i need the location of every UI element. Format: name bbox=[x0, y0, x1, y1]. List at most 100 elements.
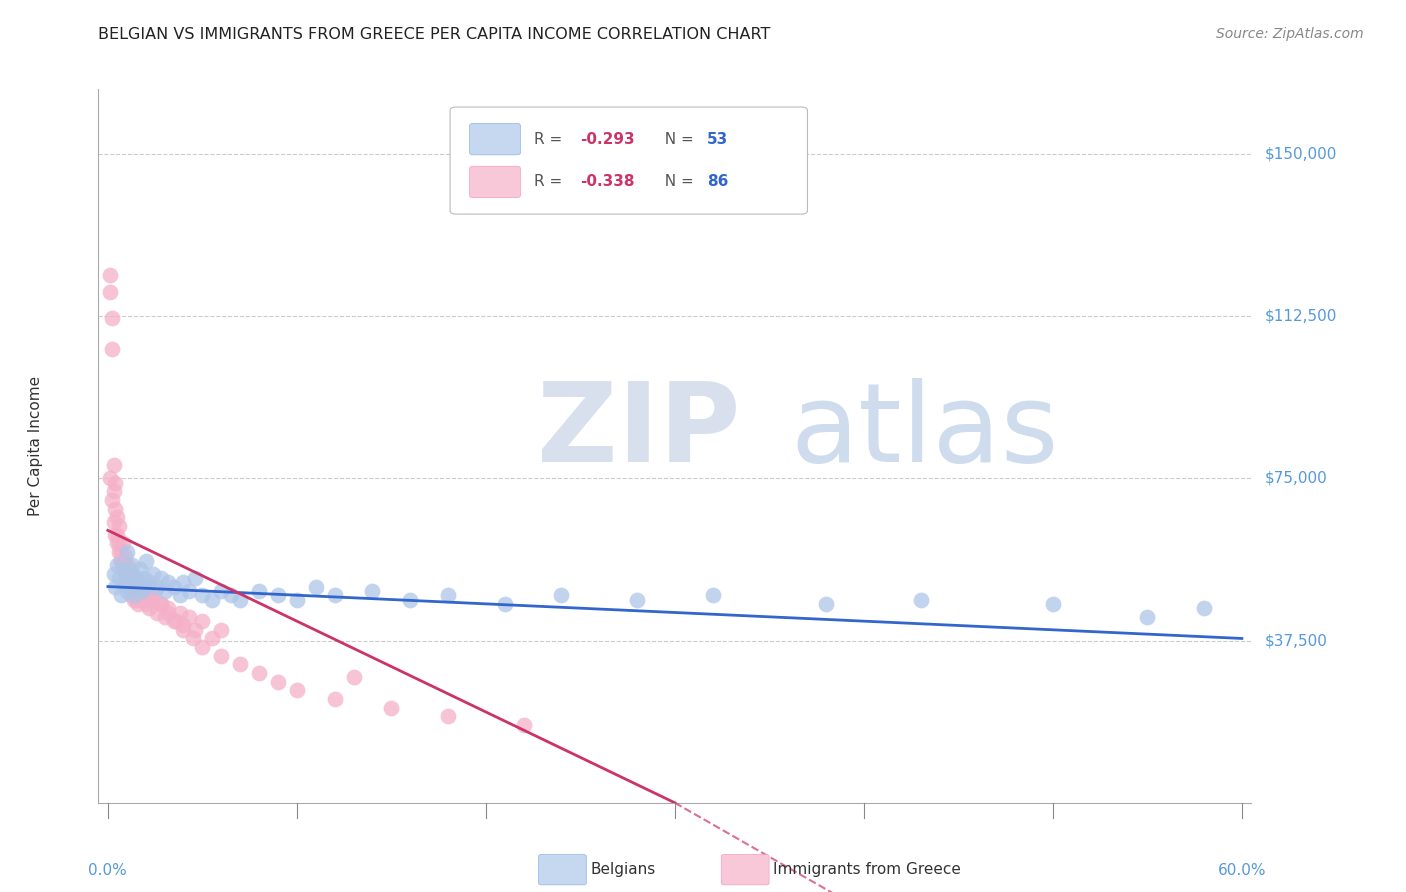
Point bbox=[229, 657, 252, 672]
Point bbox=[163, 580, 186, 594]
Point bbox=[247, 583, 270, 598]
Point bbox=[108, 545, 131, 559]
Point bbox=[98, 268, 121, 282]
Point bbox=[105, 558, 128, 572]
Text: $75,000: $75,000 bbox=[1264, 471, 1327, 486]
Point bbox=[138, 575, 160, 590]
Point bbox=[165, 614, 187, 628]
Point bbox=[157, 575, 180, 590]
Point bbox=[124, 575, 146, 590]
Point bbox=[132, 571, 155, 585]
Point bbox=[135, 553, 157, 567]
Point bbox=[179, 583, 201, 598]
Point bbox=[142, 592, 165, 607]
Point bbox=[494, 597, 516, 611]
Point bbox=[111, 536, 134, 550]
Point bbox=[323, 692, 346, 706]
FancyBboxPatch shape bbox=[450, 107, 807, 214]
Point bbox=[247, 666, 270, 681]
Point bbox=[135, 580, 157, 594]
Point bbox=[125, 571, 148, 585]
Point bbox=[323, 588, 346, 602]
Point bbox=[149, 597, 172, 611]
Point bbox=[125, 583, 148, 598]
Point bbox=[110, 545, 132, 559]
Point bbox=[115, 558, 138, 572]
Point bbox=[149, 597, 172, 611]
Point bbox=[108, 519, 131, 533]
Point bbox=[201, 592, 224, 607]
Point bbox=[146, 580, 169, 594]
Text: Immigrants from Greece: Immigrants from Greece bbox=[773, 863, 962, 877]
Text: -0.293: -0.293 bbox=[581, 132, 636, 146]
Point bbox=[111, 558, 134, 572]
Point bbox=[100, 342, 122, 356]
Point bbox=[1042, 597, 1064, 611]
Point bbox=[153, 610, 176, 624]
Point bbox=[131, 592, 153, 607]
Point bbox=[100, 311, 122, 326]
Text: 60.0%: 60.0% bbox=[1218, 863, 1267, 879]
Point bbox=[125, 580, 148, 594]
Text: N =: N = bbox=[655, 132, 699, 146]
Point bbox=[104, 501, 127, 516]
Point bbox=[103, 458, 125, 473]
Point bbox=[111, 562, 134, 576]
Point bbox=[108, 536, 131, 550]
Point bbox=[124, 588, 146, 602]
Point bbox=[131, 583, 153, 598]
Point bbox=[104, 580, 127, 594]
Point bbox=[141, 592, 163, 607]
FancyBboxPatch shape bbox=[470, 123, 520, 155]
Point bbox=[209, 583, 232, 598]
Point bbox=[121, 571, 143, 585]
Text: 0.0%: 0.0% bbox=[89, 863, 128, 879]
FancyBboxPatch shape bbox=[470, 166, 520, 198]
Point bbox=[105, 527, 128, 541]
Point bbox=[104, 527, 127, 541]
Point bbox=[114, 566, 136, 581]
Point bbox=[342, 670, 364, 684]
Point bbox=[103, 566, 125, 581]
Point bbox=[114, 549, 136, 564]
Point bbox=[267, 588, 290, 602]
Point bbox=[118, 562, 141, 576]
Point bbox=[172, 618, 194, 632]
Point bbox=[100, 493, 122, 508]
Point bbox=[127, 597, 149, 611]
Point bbox=[114, 575, 136, 590]
Point bbox=[201, 632, 224, 646]
Point bbox=[98, 285, 121, 300]
Point bbox=[815, 597, 838, 611]
Point bbox=[191, 588, 214, 602]
Point bbox=[129, 575, 152, 590]
Point bbox=[118, 566, 141, 581]
Point bbox=[120, 580, 142, 594]
Point bbox=[120, 580, 142, 594]
Point bbox=[132, 580, 155, 594]
Point bbox=[110, 553, 132, 567]
Point bbox=[115, 545, 138, 559]
Point bbox=[702, 588, 724, 602]
Point bbox=[437, 588, 460, 602]
Point bbox=[437, 709, 460, 723]
Point bbox=[305, 580, 328, 594]
Point bbox=[121, 566, 143, 581]
Text: R =: R = bbox=[534, 132, 568, 146]
Point bbox=[135, 597, 157, 611]
Point bbox=[157, 601, 180, 615]
Point bbox=[105, 536, 128, 550]
Point bbox=[136, 588, 159, 602]
Point bbox=[127, 575, 149, 590]
Point bbox=[191, 614, 214, 628]
Point bbox=[163, 614, 186, 628]
Text: R =: R = bbox=[534, 175, 568, 189]
Point bbox=[132, 588, 155, 602]
Point bbox=[1192, 601, 1215, 615]
Point bbox=[104, 475, 127, 490]
Point bbox=[120, 571, 142, 585]
Point bbox=[115, 575, 138, 590]
Text: Source: ZipAtlas.com: Source: ZipAtlas.com bbox=[1216, 27, 1364, 41]
Point bbox=[129, 588, 152, 602]
Point bbox=[103, 515, 125, 529]
